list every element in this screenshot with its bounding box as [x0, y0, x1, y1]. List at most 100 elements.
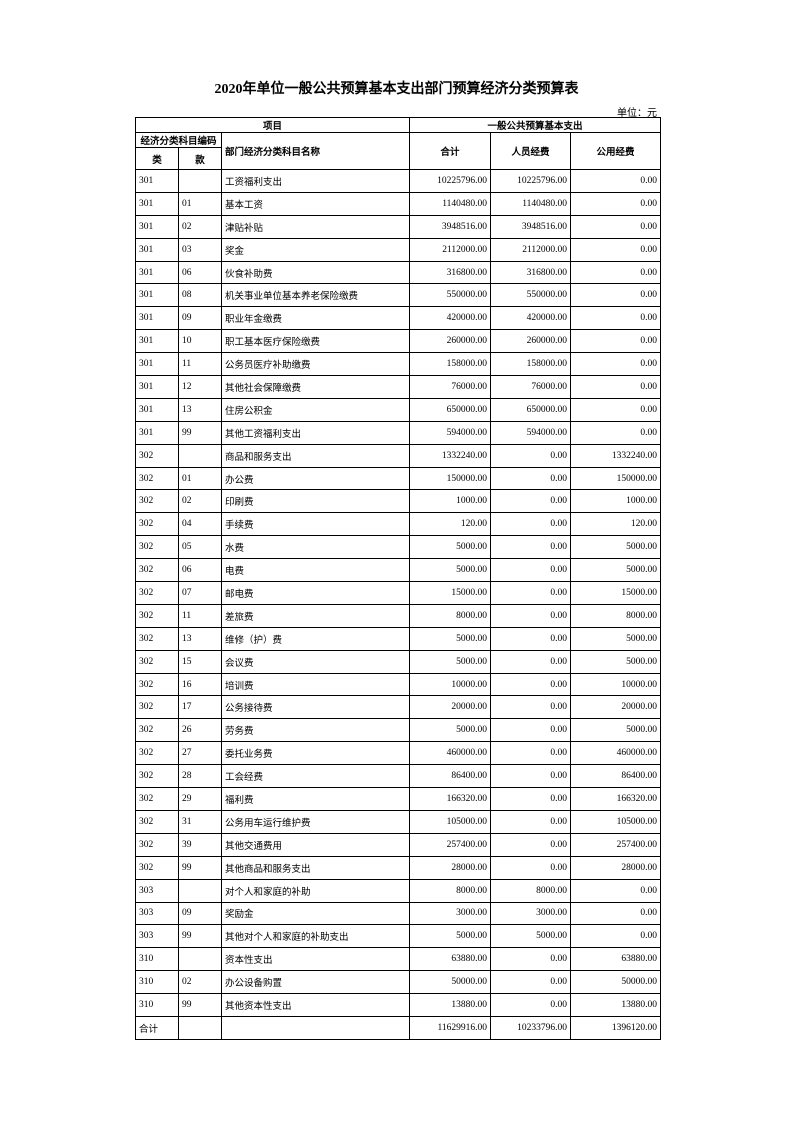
- table-cell: 对个人和家庭的补助: [221, 878, 410, 903]
- table-cell: 303: [135, 878, 179, 903]
- table-row: 301 06 伙食补助费 316800.00 316800.00 0.00: [135, 260, 662, 285]
- table-cell: 02: [178, 489, 222, 514]
- table-cell: 0.00: [490, 626, 571, 651]
- table-cell: 手续费: [221, 512, 410, 537]
- table-cell: 158000.00: [409, 352, 491, 377]
- table-row: 302 02 印刷费 1000.00 0.00 1000.00: [135, 489, 662, 514]
- table-row: 301 12 其他社会保障缴费 76000.00 76000.00 0.00: [135, 375, 662, 399]
- table-cell: 其他商品和服务支出: [221, 855, 410, 880]
- table-row: 合计 11629916.00 10233796.00 1396120.00: [135, 1015, 662, 1040]
- table-cell: 5000.00: [409, 626, 491, 651]
- table-cell: 0.00: [490, 466, 571, 491]
- table-cell: 0.00: [490, 649, 571, 674]
- table-row: 302 11 差旅费 8000.00 0.00 8000.00: [135, 603, 662, 628]
- table-cell: 机关事业单位基本养老保险缴费: [221, 283, 410, 308]
- table-cell: 302: [135, 558, 179, 583]
- table-cell: 63880.00: [409, 947, 491, 972]
- table-cell: 166320.00: [569, 787, 662, 811]
- table-cell: 其他工资福利支出: [221, 420, 410, 445]
- table-cell: 316800.00: [409, 260, 491, 285]
- table-cell: 99: [178, 855, 222, 880]
- table-row: 310 资本性支出 63880.00 0.00 63880.00: [135, 947, 662, 972]
- table-cell: 15000.00: [409, 581, 491, 605]
- table-cell: 05: [178, 535, 222, 560]
- table-cell: 99: [178, 924, 222, 949]
- table-row: 302 07 邮电费 15000.00 0.00 15000.00: [135, 581, 662, 605]
- header-cell: 类: [135, 147, 179, 170]
- table-cell: 301: [135, 169, 179, 193]
- table-row: 301 08 机关事业单位基本养老保险缴费 550000.00 550000.00 0.0…: [135, 283, 662, 308]
- table-cell: 594000.00: [409, 420, 491, 445]
- table-cell: [178, 878, 222, 903]
- table-cell: 10225796.00: [409, 169, 491, 193]
- table-cell: 301: [135, 283, 179, 308]
- table-cell: 5000.00: [569, 718, 662, 743]
- table-cell: 0.00: [569, 901, 662, 926]
- table-cell: 5000.00: [569, 626, 662, 651]
- table-cell: 460000.00: [409, 741, 491, 766]
- table-cell: 302: [135, 466, 179, 491]
- table-cell: 差旅费: [221, 603, 410, 628]
- table-cell: 0.00: [490, 832, 571, 857]
- table-cell: 158000.00: [490, 352, 571, 377]
- table-cell: 电费: [221, 558, 410, 583]
- table-cell: 302: [135, 832, 179, 857]
- table-cell: 3948516.00: [490, 214, 571, 239]
- table-row: 303 99 其他对个人和家庭的补助支出 5000.00 5000.00 0.00: [135, 924, 662, 949]
- table-cell: 10000.00: [409, 672, 491, 697]
- table-cell: 0.00: [490, 970, 571, 995]
- table-cell: 0.00: [490, 581, 571, 605]
- table-cell: 28000.00: [409, 855, 491, 880]
- table-row: 302 15 会议费 5000.00 0.00 5000.00: [135, 649, 662, 674]
- table-cell: 20000.00: [569, 695, 662, 720]
- table-row: 302 01 办公费 150000.00 0.00 150000.00: [135, 466, 662, 491]
- table-row: 301 10 职工基本医疗保险缴费 260000.00 260000.00 0.00: [135, 329, 662, 354]
- table-cell: 5000.00: [409, 649, 491, 674]
- table-cell: 0.00: [490, 993, 571, 1017]
- table-cell: 06: [178, 260, 222, 285]
- table-cell: 0.00: [569, 260, 662, 285]
- table-cell: 0.00: [569, 924, 662, 949]
- table-row: 302 28 工会经费 86400.00 0.00 86400.00: [135, 764, 662, 789]
- table-cell: 550000.00: [409, 283, 491, 308]
- table-cell: 奖金: [221, 237, 410, 262]
- table-row: 302 06 电费 5000.00 0.00 5000.00: [135, 558, 662, 583]
- table-cell: 01: [178, 466, 222, 491]
- table-cell: 303: [135, 901, 179, 926]
- table-cell: 99: [178, 993, 222, 1017]
- table-cell: 302: [135, 741, 179, 766]
- table-cell: 1332240.00: [569, 443, 662, 468]
- table-cell: 07: [178, 581, 222, 605]
- table-cell: 1332240.00: [409, 443, 491, 468]
- table-cell: 住房公积金: [221, 397, 410, 422]
- table-row: 302 39 其他交通费用 257400.00 0.00 257400.00: [135, 832, 662, 857]
- table-cell: 劳务费: [221, 718, 410, 743]
- table-cell: 工会经费: [221, 764, 410, 789]
- budget-table: 项目 一般公共预算基本支出 经济分类科目编码 部门经济分类科目名称 合计 人员经…: [135, 117, 662, 1040]
- table-cell: 29: [178, 787, 222, 811]
- table-cell: 28000.00: [569, 855, 662, 880]
- table-cell: 04: [178, 512, 222, 537]
- table-cell: 奖励金: [221, 901, 410, 926]
- table-cell: 420000.00: [490, 306, 571, 331]
- table-cell: 15000.00: [569, 581, 662, 605]
- table-cell: 302: [135, 672, 179, 697]
- table-cell: 301: [135, 397, 179, 422]
- table-cell: 5000.00: [409, 924, 491, 949]
- table-cell: 5000.00: [490, 924, 571, 949]
- table-cell: 302: [135, 809, 179, 834]
- table-cell: 5000.00: [409, 718, 491, 743]
- table-cell: 0.00: [490, 489, 571, 514]
- table-cell: 委托业务费: [221, 741, 410, 766]
- table-cell: 301: [135, 237, 179, 262]
- table-cell: 86400.00: [569, 764, 662, 789]
- table-cell: 0.00: [490, 787, 571, 811]
- table-cell: 02: [178, 970, 222, 995]
- table-cell: 13: [178, 626, 222, 651]
- table-cell: 301: [135, 191, 179, 216]
- table-cell: 0.00: [569, 306, 662, 331]
- table-cell: 1000.00: [409, 489, 491, 514]
- table-cell: 0.00: [569, 169, 662, 193]
- table-cell: 63880.00: [569, 947, 662, 972]
- table-cell: 316800.00: [490, 260, 571, 285]
